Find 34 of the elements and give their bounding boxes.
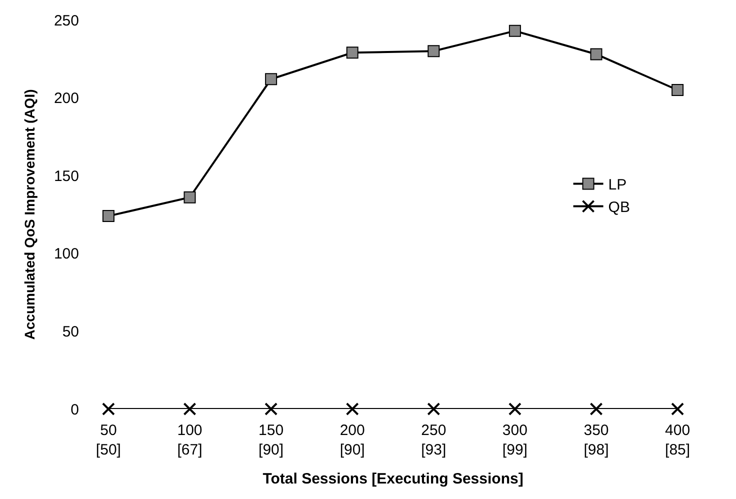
y-tick-label: 0 xyxy=(70,401,79,418)
y-axis-title: Accumulated QoS Improvement (AQI) xyxy=(22,89,38,340)
y-tick-label: 200 xyxy=(54,90,79,108)
legend-label: QB xyxy=(608,199,630,216)
x-tick-label: 300 [99] xyxy=(502,422,528,458)
legend-label: LP xyxy=(608,176,627,194)
point xyxy=(590,402,603,416)
point xyxy=(672,84,684,96)
point xyxy=(508,24,521,37)
x-tick-label: 150 [90] xyxy=(258,422,284,458)
point xyxy=(427,402,440,416)
x-tick-label: 50 [50] xyxy=(96,422,121,458)
point xyxy=(102,210,114,222)
point xyxy=(428,45,440,58)
x-tick-label: 250 [93] xyxy=(421,422,446,458)
y-tick-label: 100 xyxy=(54,246,79,263)
x-tick-label: 400 [85] xyxy=(665,422,690,458)
point xyxy=(346,46,358,59)
point xyxy=(183,402,196,416)
point xyxy=(264,402,278,416)
point xyxy=(671,402,684,416)
y-tick-label: 150 xyxy=(54,168,79,185)
y-tick-label: 250 xyxy=(54,12,79,30)
point xyxy=(265,73,278,86)
point xyxy=(184,191,196,204)
x-tick-label: 200 [90] xyxy=(340,422,365,458)
x-tick-label: 350 [98] xyxy=(584,422,609,458)
x-axis-title: Total Sessions [Executing Sessions] xyxy=(262,470,524,488)
point xyxy=(102,402,115,416)
point xyxy=(508,402,522,416)
point xyxy=(590,48,602,60)
y-tick-label: 50 xyxy=(62,323,79,340)
point xyxy=(346,402,359,416)
x-tick-label: 100 [67] xyxy=(177,422,202,458)
